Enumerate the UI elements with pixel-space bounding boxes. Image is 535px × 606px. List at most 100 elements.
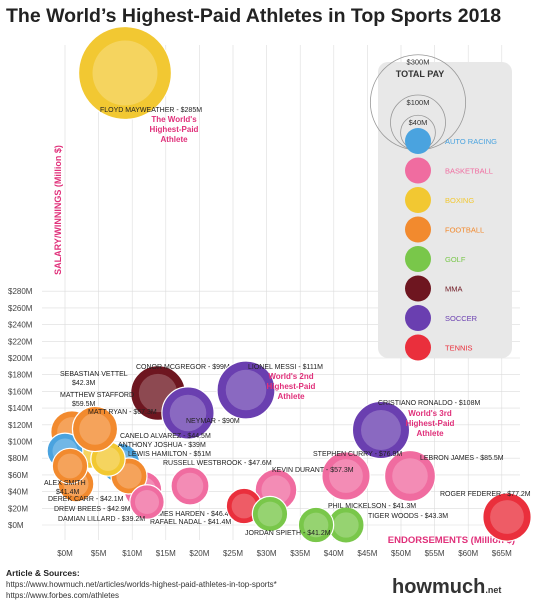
athlete-label: DREW BREES - $42.9M: [54, 506, 131, 513]
legend-label-soccer: SOCCER: [445, 314, 478, 323]
athlete-bubble: [129, 484, 165, 520]
athlete-label: CANELO ALVAREZ - $44.5M: [120, 433, 211, 440]
y-tick-label: $60M: [8, 471, 28, 480]
athlete-label: ROGER FEDERER - $77.2M: [440, 491, 531, 498]
page-title: The World’s Highest-Paid Athletes in Top…: [6, 5, 502, 27]
athlete-photo-placeholder: [79, 413, 111, 445]
athlete-photo-placeholder: [169, 394, 207, 432]
legend-label-basketball: BASKETBALL: [445, 167, 493, 176]
athlete-label: CONOR MCGREGOR - $99M: [136, 364, 230, 371]
athlete-bubble: [161, 386, 215, 440]
athlete-bubble: [77, 25, 173, 121]
athlete-label: LIONEL MESSI - $111M: [248, 364, 323, 371]
athlete-photo-placeholder: [490, 500, 524, 534]
x-tick-label: $55M: [425, 549, 445, 558]
athlete-bubble: [216, 360, 276, 420]
athlete-label: PHIL MICKELSON - $41.3M: [328, 503, 416, 510]
athlete-label: FLOYD MAYWEATHER - $285M: [100, 107, 202, 114]
athlete-label: STEPHEN CURRY - $76.9M: [313, 451, 402, 458]
athlete-label: RUSSELL WESTBROOK - $47.6M: [163, 460, 272, 467]
x-tick-label: $5M: [91, 549, 107, 558]
x-tick-label: $25M: [223, 549, 243, 558]
x-tick-label: $35M: [290, 549, 310, 558]
x-tick-label: $20M: [189, 549, 209, 558]
athlete-photo-placeholder: [225, 369, 267, 411]
athlete-label: DEREK CARR - $42.1M: [48, 496, 124, 503]
athlete-photo-placeholder: [303, 512, 329, 538]
athlete-photo-placeholder: [231, 493, 257, 519]
legend-size-label: $300M: [407, 58, 430, 67]
y-tick-label: $260M: [8, 304, 33, 313]
athlete-label: JORDAN SPIETH - $41.2M: [245, 530, 331, 537]
athlete-bubble: [351, 400, 411, 460]
y-tick-label: $80M: [8, 454, 28, 463]
source-link-forbes[interactable]: https://www.forbes.com/athletes: [6, 591, 119, 600]
brand-suffix: .net: [485, 585, 502, 595]
legend-swatch-boxing: [405, 187, 431, 213]
legend-label-auto-racing: AUTO RACING: [445, 137, 497, 146]
x-tick-label: $45M: [357, 549, 377, 558]
athlete-label: JAMES HARDEN - $46.4M: [150, 511, 235, 518]
annotation-highest-paid: The World's Highest-Paid Athlete: [150, 115, 199, 144]
source-link-howmuch[interactable]: https://www.howmuch.net/articles/worlds-…: [6, 580, 277, 589]
annotation-highest-paid: World's 3rd Highest-Paid Athlete: [406, 409, 455, 438]
athlete-label: LEBRON JAMES - $85.5M: [420, 455, 504, 462]
athlete-photo-placeholder: [257, 501, 283, 527]
y-tick-label: $20M: [8, 504, 28, 513]
y-tick-label: $180M: [8, 371, 33, 380]
chart: $0M $20M $40M $60M $80M $100M $120M $140M $160M $…: [8, 25, 532, 558]
x-tick-label: $0M: [57, 549, 73, 558]
x-tick-label: $40M: [324, 549, 344, 558]
athlete-label: CRISTIANO RONALDO - $108M: [378, 400, 480, 407]
athlete-photo-placeholder: [92, 40, 158, 106]
athlete-label: NEYMAR - $90M: [186, 418, 240, 425]
x-tick-label: $15M: [156, 549, 176, 558]
athlete-label: DAMIAN LILLARD - $39.2M: [58, 516, 145, 523]
legend-size-label: $100M: [407, 98, 430, 107]
legend-swatch-mma: [405, 275, 431, 302]
legend-label-boxing: BOXING: [445, 196, 474, 205]
annotation-highest-paid: World's 2nd Highest-Paid Athlete: [267, 372, 316, 401]
athlete-photo-placeholder: [116, 463, 142, 489]
athlete-bubble: [51, 447, 89, 485]
athlete-photo-placeholder: [329, 459, 363, 493]
athlete-label: SEBASTIAN VETTEL $42.3M: [60, 371, 128, 387]
legend-swatch-auto-racing: [405, 128, 431, 154]
sources-heading: Article & Sources:: [6, 568, 80, 578]
athlete-label: ANTHONY JOSHUA - $39M: [118, 442, 206, 449]
legend-swatch-tennis: [405, 334, 431, 361]
y-tick-label: $280M: [8, 287, 33, 296]
athlete-label: TIGER WOODS - $43.3M: [368, 513, 448, 520]
legend-swatch-golf: [405, 246, 431, 272]
y-tick-label: $240M: [8, 321, 33, 330]
y-tick-label: $40M: [8, 488, 28, 497]
athlete-bubble: [482, 492, 532, 542]
y-tick-label: $120M: [8, 421, 33, 430]
legend-label-tennis: TENNIS: [445, 344, 473, 353]
brand-logo: howmuch.net: [392, 576, 501, 599]
x-tick-label: $30M: [257, 549, 277, 558]
athlete-photo-placeholder: [392, 458, 428, 494]
y-tick-label: $160M: [8, 387, 33, 396]
athlete-bubble: [71, 405, 119, 453]
athlete-photo-placeholder: [176, 472, 204, 500]
athlete-photo-placeholder: [134, 489, 160, 515]
x-tick-label: $10M: [122, 549, 142, 558]
x-tick-label: $60M: [458, 549, 478, 558]
x-axis-title: ENDORSEMENTS (Million $): [388, 535, 515, 546]
x-tick-label: $50M: [391, 549, 411, 558]
legend-size-title: TOTAL PAY: [396, 69, 445, 79]
legend-label-golf: GOLF: [445, 255, 466, 264]
athlete-bubble: [383, 449, 437, 503]
athlete-photo-placeholder: [360, 409, 402, 451]
athlete-label: MATT RYAN - $67.3M: [88, 409, 157, 416]
y-tick-label: $100M: [8, 438, 33, 447]
athlete-label: LEWIS HAMILTON - $51M: [128, 451, 211, 458]
athlete-bubble: [321, 451, 371, 501]
y-tick-label: $200M: [8, 354, 33, 363]
y-tick-label: $0M: [8, 521, 24, 530]
athlete-bubble: [170, 466, 210, 506]
legend-swatch-soccer: [405, 305, 431, 331]
y-axis-title: SALARY/WINNINGS (Million $): [53, 145, 63, 275]
athlete-label: MATTHEW STAFFORD $59.5M: [60, 392, 134, 408]
